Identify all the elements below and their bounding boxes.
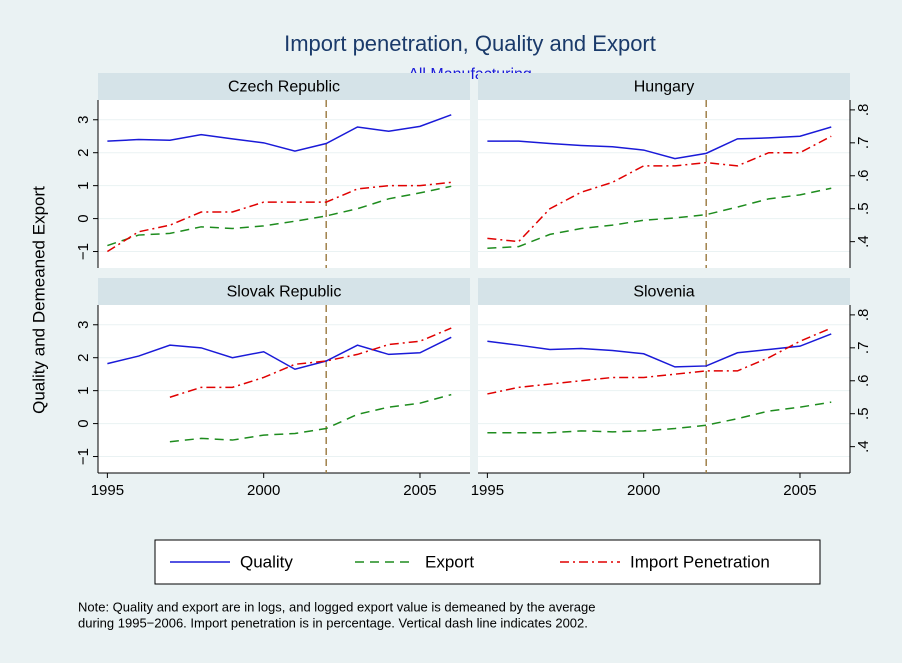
panel-header — [478, 278, 850, 305]
y-tick-label: 1 — [75, 386, 92, 394]
y2-tick-label: .8 — [855, 104, 872, 117]
y2-tick-label: .8 — [855, 309, 872, 322]
y2-tick-label: .5 — [855, 202, 872, 215]
series-line — [487, 401, 832, 434]
panel-title: Hungary — [634, 79, 694, 96]
y-tick-label: 0 — [75, 214, 92, 222]
y2-tick-label: .6 — [855, 375, 872, 388]
note: Note: Quality and export are in logs, an… — [78, 599, 595, 614]
panel-title: Slovak Republic — [227, 284, 342, 301]
series-line — [106, 181, 452, 253]
legend-label: Import Penetration — [630, 552, 770, 571]
series-line — [169, 393, 452, 443]
series-line — [107, 114, 452, 152]
y-tick-label: 1 — [75, 181, 92, 189]
series-line — [107, 185, 452, 247]
plot-area — [98, 305, 470, 473]
plot-area — [98, 100, 470, 268]
y-tick-label: 2 — [75, 149, 92, 157]
panel-header — [98, 278, 470, 305]
panel-title: Slovenia — [633, 284, 694, 301]
series-line — [487, 187, 832, 249]
legend-label: Export — [425, 552, 474, 571]
y2-tick-label: .5 — [855, 407, 872, 420]
plot-area — [478, 100, 850, 268]
panel-header — [98, 73, 470, 100]
y-tick-label: 3 — [75, 321, 92, 329]
y2-tick-label: .4 — [855, 440, 872, 453]
panel-title: Czech Republic — [228, 79, 340, 96]
y2-tick-label: .4 — [855, 235, 872, 248]
y2-tick-label: .7 — [855, 342, 872, 355]
y-tick-label: 0 — [75, 419, 92, 427]
y2-tick-label: .6 — [855, 170, 872, 183]
y-tick-label: 3 — [75, 116, 92, 124]
y-tick-label: 2 — [75, 354, 92, 362]
series-line — [107, 336, 452, 371]
note: during 1995−2006. Import penetration is … — [78, 615, 588, 630]
legend — [154, 539, 821, 585]
y-axis-label: Quality and Demeaned Export — [29, 186, 48, 414]
x-tick-label: 2000 — [627, 482, 660, 499]
y-tick-label: −1 — [75, 448, 92, 465]
x-tick-label: 2005 — [783, 482, 816, 499]
series-line — [487, 135, 832, 243]
series-line — [487, 333, 832, 368]
panel-header — [478, 73, 850, 100]
chart-title: Import penetration, Quality and Export — [284, 31, 656, 56]
x-tick-label: 2005 — [403, 482, 436, 499]
plot-area — [478, 305, 850, 473]
x-tick-label: 1995 — [471, 482, 504, 499]
y2-tick-label: .7 — [855, 137, 872, 150]
x-tick-label: 2000 — [247, 482, 280, 499]
x-tick-label: 1995 — [91, 482, 124, 499]
y-tick-label: −1 — [75, 243, 92, 260]
series-line — [487, 327, 832, 395]
legend-label: Quality — [240, 552, 293, 571]
series-line — [169, 327, 452, 398]
series-line — [487, 126, 832, 160]
